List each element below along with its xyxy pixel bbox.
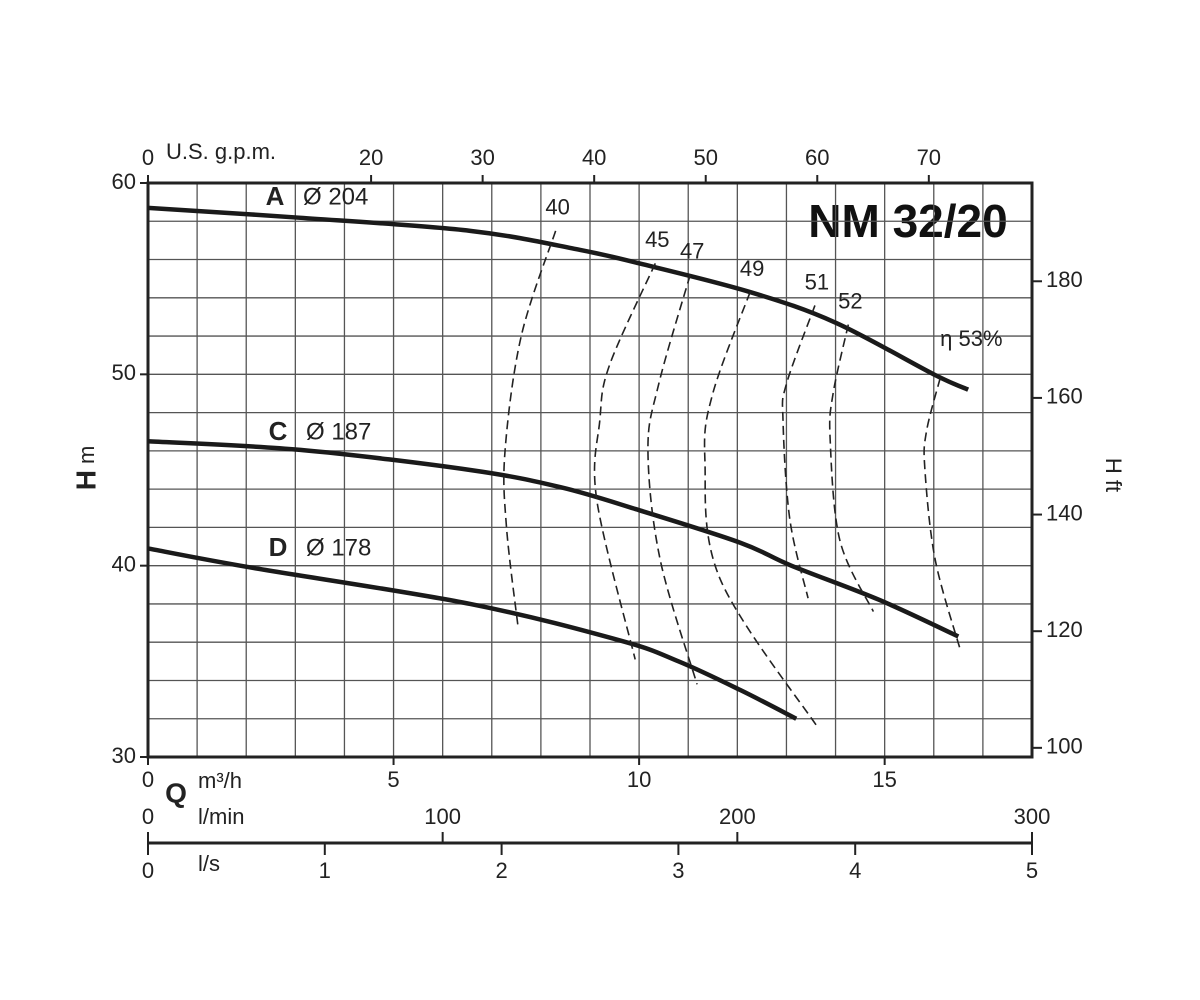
x2-tick-label: 20 — [359, 145, 383, 170]
efficiency-label: 51 — [805, 269, 829, 294]
x3-tick-label: 100 — [424, 804, 461, 829]
x3-tick-label: 300 — [1014, 804, 1051, 829]
curve-name: D — [269, 532, 288, 562]
y-axis-symbol: H — [70, 470, 101, 490]
y2-tick-label: 140 — [1046, 500, 1083, 525]
x4-tick-label: 3 — [672, 858, 684, 883]
y2-tick-label: 180 — [1046, 267, 1083, 292]
y2-tick-label: 120 — [1046, 617, 1083, 642]
x-tick-label: 10 — [627, 767, 651, 792]
efficiency-label: 45 — [645, 227, 669, 252]
x-tick-label: 0 — [142, 767, 154, 792]
x2-tick-label: 0 — [142, 145, 154, 170]
plot-frame — [146, 181, 1034, 759]
x-axis-unit: m³/h — [198, 768, 242, 793]
efficiency-label: 52 — [838, 288, 862, 313]
curve-diameter: Ø 187 — [306, 418, 371, 445]
x3-axis-label: l/min — [198, 804, 244, 829]
x3-tick-label: 0 — [142, 804, 154, 829]
x4-axis-label: l/s — [198, 851, 220, 876]
x4-tick-label: 1 — [319, 858, 331, 883]
curve-name: A — [266, 181, 285, 211]
y-tick-label: 60 — [112, 169, 136, 194]
x2-tick-label: 30 — [470, 145, 494, 170]
pump-curve — [147, 439, 960, 639]
efficiency-curve — [703, 291, 820, 729]
efficiency-curve — [503, 230, 557, 629]
efficiency-label: η 53% — [940, 326, 1002, 351]
efficiency-label: 40 — [545, 195, 569, 220]
x2-tick-label: 50 — [693, 145, 717, 170]
y-tick-label: 30 — [112, 743, 136, 768]
curve-name: C — [269, 416, 288, 446]
pump-curve — [147, 205, 970, 392]
y-tick-label: 50 — [112, 360, 136, 385]
efficiency-label: 49 — [740, 256, 764, 281]
x4-tick-label: 0 — [142, 858, 154, 883]
x4-tick-label: 2 — [495, 858, 507, 883]
x-tick-label: 15 — [872, 767, 896, 792]
x3-tick-label: 200 — [719, 804, 756, 829]
y2-tick-label: 160 — [1046, 384, 1083, 409]
x4-tick-label: 5 — [1026, 858, 1038, 883]
x2-tick-label: 60 — [805, 145, 829, 170]
x-axis-symbol: Q — [165, 777, 187, 808]
curve-diameter: Ø 204 — [303, 183, 368, 210]
y-axis-unit: m — [74, 446, 99, 464]
efficiency-label: 47 — [680, 239, 704, 264]
efficiency-curve — [647, 274, 698, 685]
efficiency-curve — [781, 305, 816, 599]
x2-tick-label: 70 — [917, 145, 941, 170]
efficiency-curve — [828, 324, 875, 612]
y2-axis-label: H ft — [1101, 458, 1126, 492]
y2-tick-label: 100 — [1046, 734, 1083, 759]
x-tick-label: 5 — [387, 767, 399, 792]
y-tick-label: 40 — [112, 551, 136, 576]
efficiency-curve — [593, 263, 657, 660]
pump-curve — [147, 546, 798, 721]
x2-tick-label: 40 — [582, 145, 606, 170]
x2-axis-label: U.S. g.p.m. — [166, 139, 276, 164]
curve-diameter: Ø 178 — [306, 534, 371, 561]
efficiency-curve — [923, 377, 962, 651]
x4-tick-label: 4 — [849, 858, 861, 883]
